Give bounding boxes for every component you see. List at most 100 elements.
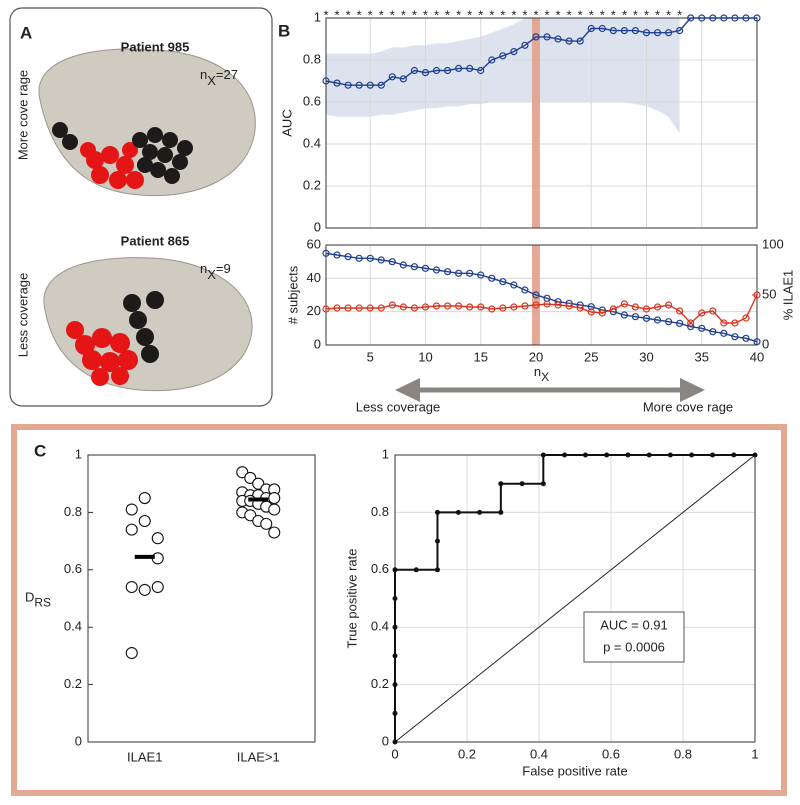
annotation: AUC = 0.91 [600,617,668,632]
point [322,249,330,257]
point [554,35,562,43]
significance-marker: * [567,7,572,22]
panel-label: B [278,21,290,40]
point [676,319,684,327]
point [742,14,750,22]
plot-frame [325,244,758,346]
point [477,303,485,311]
point [540,481,546,487]
point [631,303,640,311]
x-tick-label: 40 [750,349,764,364]
y-axis-label: DRS [25,590,51,610]
y2-tick-label: 0 [762,336,769,351]
x-axis-label: False positive rate [522,763,628,778]
point [642,314,651,322]
point [443,66,452,75]
point [477,66,485,75]
point [598,309,606,317]
point [540,452,546,458]
significance-marker: * [412,7,417,22]
point [676,307,684,315]
point [125,503,138,516]
series-line [325,294,758,324]
point [138,491,151,505]
point [421,68,430,77]
point [565,302,573,310]
significance-marker: * [589,7,594,22]
point [410,304,419,312]
point [455,509,461,515]
y-tick-label: 0.6 [64,561,82,576]
panel-label: A [20,23,32,42]
point [587,24,595,33]
point [753,291,761,299]
point [138,583,151,596]
point [620,311,628,319]
point [698,324,706,332]
point [410,263,419,271]
point [366,304,374,312]
point [587,308,595,316]
significance-marker: * [500,7,505,22]
patient-title: Patient 985 [121,39,190,54]
point [653,316,662,324]
point [488,274,496,282]
count-n: n [200,67,207,82]
patient-title: Patient 865 [121,233,190,248]
count-sub: X [207,267,216,282]
point [625,452,631,458]
point [521,41,529,49]
point [392,567,398,573]
y-tick-label: 40 [307,270,321,285]
y-tick-label: 0.8 [303,51,321,66]
point [392,710,398,716]
x-tick-label: 30 [639,349,653,364]
y-axis-label-part: RS [34,596,51,610]
point [653,29,662,37]
point [582,452,588,458]
point [377,304,385,312]
x-tick-label: 0.6 [602,746,620,761]
point [421,264,430,272]
y-tick-label: 60 [307,236,321,251]
y-tick-label: 0.6 [303,93,321,108]
y-tick-label: 0.6 [371,561,389,576]
patient-count: nX=9 [200,261,231,282]
arrow-label: Less coverage [356,399,441,414]
point [709,14,717,22]
significance-marker: * [478,7,483,22]
panel-c-box [11,424,787,796]
significance-marker: * [445,7,450,22]
point [322,305,330,313]
significance-marker: * [666,7,671,22]
point [392,739,398,745]
axis-label: AUC [279,109,294,136]
point [653,303,662,311]
significance-marker: * [390,7,395,22]
point [646,452,652,458]
y-axis-label: True positive rate [344,549,359,649]
point [664,318,673,326]
significance-marker: * [401,7,406,22]
point [576,304,584,312]
point [510,281,518,289]
axis-label: % ILAE1 [780,270,795,321]
x-tick-label: 0.2 [458,746,476,761]
point [432,66,441,75]
point [510,47,518,56]
y2-tick-label: 100 [762,236,784,251]
point [268,491,281,505]
significance-marker: * [544,7,549,22]
confidence-band [326,18,680,134]
point [631,313,640,321]
x-tick-label: 35 [695,349,709,364]
point [421,303,430,311]
point [499,52,507,60]
point [355,254,363,262]
significance-marker: * [622,7,627,22]
plot-frame [325,17,758,229]
point [413,567,419,573]
point [333,304,341,312]
point [125,523,138,536]
